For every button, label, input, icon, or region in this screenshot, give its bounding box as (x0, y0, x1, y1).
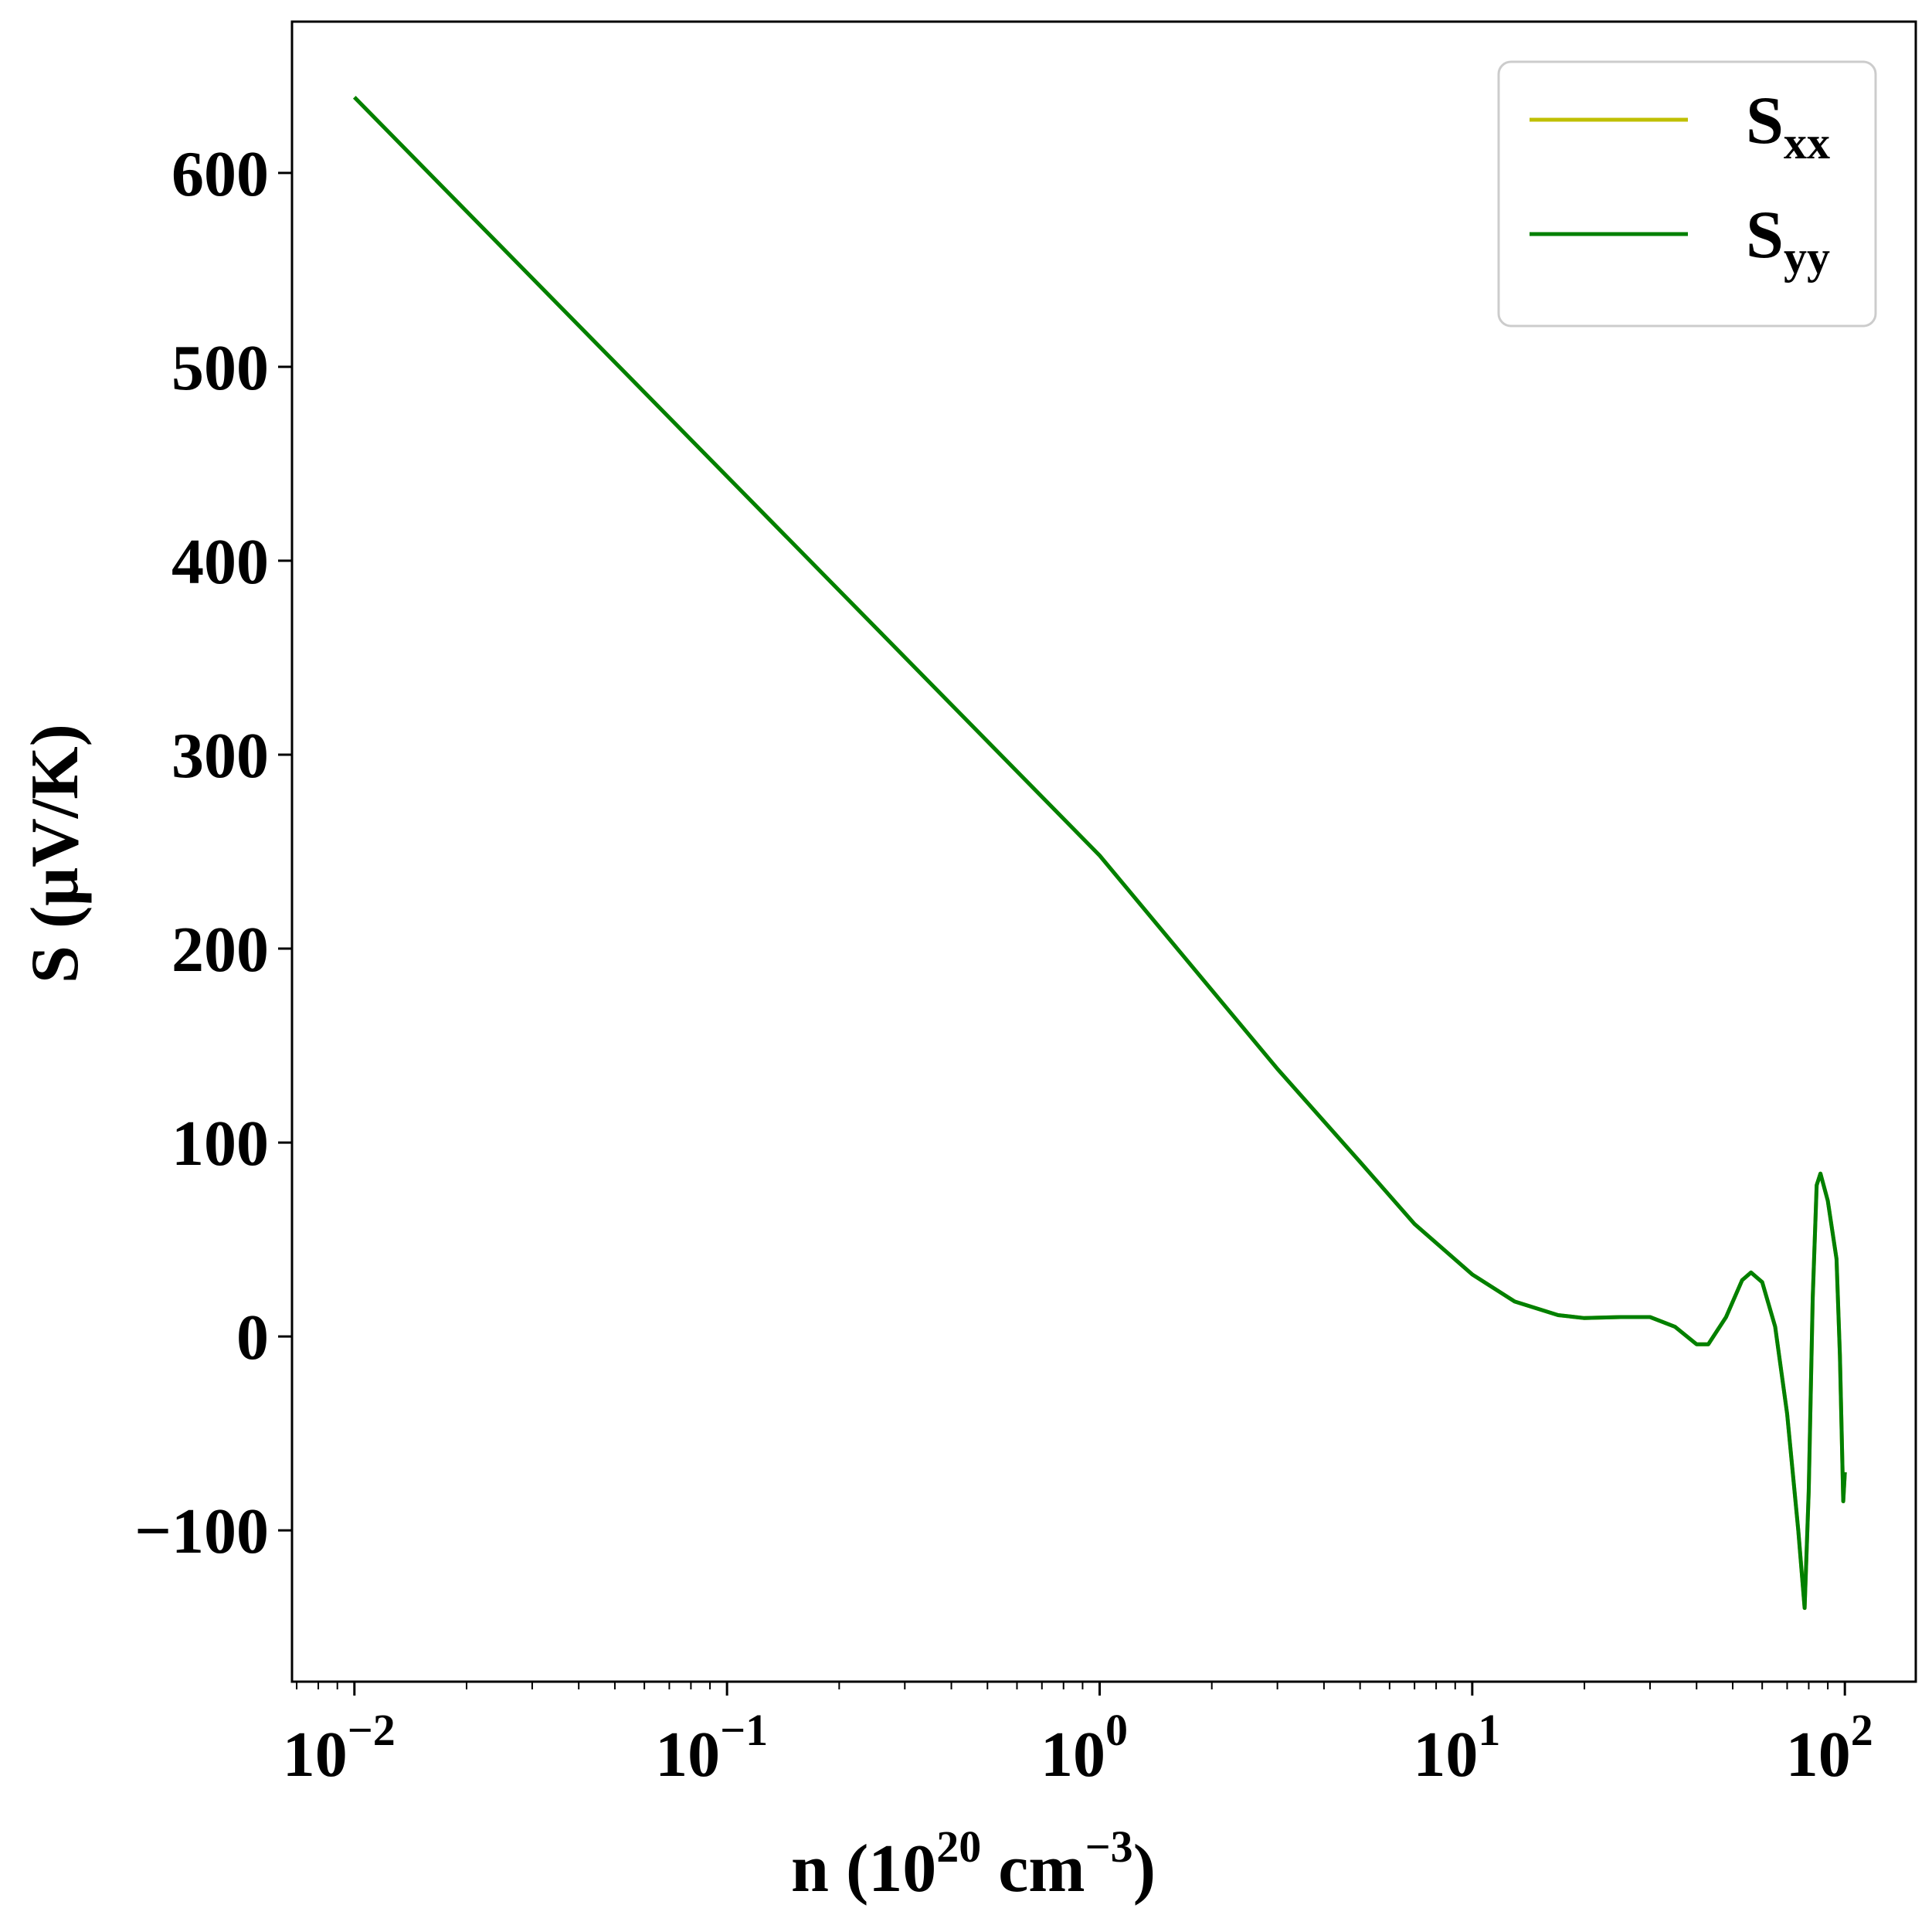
y-tick-label: 200 (171, 914, 269, 986)
x-axis-ticks: 10−2 10−1 100 101 102 (283, 1682, 1873, 1791)
legend-label-syy: Syy (1746, 198, 1830, 283)
x-tick-label: 10−1 (655, 1705, 768, 1791)
y-tick-label: 300 (171, 720, 269, 792)
x-tick-label: 102 (1786, 1705, 1873, 1791)
series-layer (353, 96, 1847, 1611)
y-tick-label: −100 (134, 1496, 269, 1567)
x-tick-label: 101 (1413, 1705, 1500, 1791)
series-line-syy (353, 96, 1847, 1611)
y-tick-label: 100 (171, 1108, 269, 1180)
plot-frame (290, 20, 1917, 1683)
legend-label-sxx: Sxx (1746, 83, 1830, 168)
y-axis-ticks: −100 0 100 200 300 400 500 600 (134, 138, 292, 1567)
legend: Sxx Syy (1497, 60, 1877, 328)
legend-box (1497, 60, 1877, 328)
y-axis-label: S (μV/K) (18, 724, 93, 983)
x-tick-label: 100 (1041, 1705, 1128, 1791)
x-axis-label: n (1020 cm−3) (791, 1821, 1156, 1906)
x-tick-label: 10−2 (283, 1705, 396, 1791)
y-tick-label: 0 (236, 1302, 269, 1373)
y-tick-label: 600 (171, 138, 269, 210)
y-tick-label: 500 (171, 332, 269, 404)
y-tick-label: 400 (171, 526, 269, 598)
